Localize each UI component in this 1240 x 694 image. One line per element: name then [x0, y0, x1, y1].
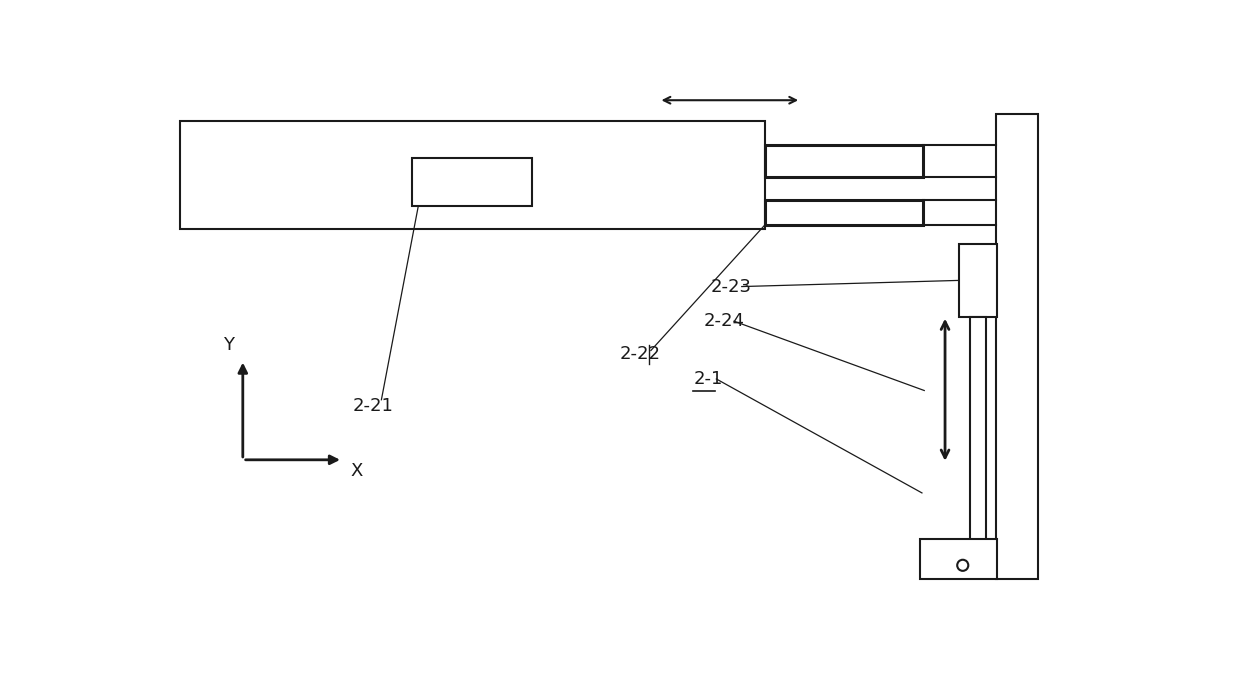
Text: 2-23: 2-23 [711, 278, 751, 296]
Bar [920, 539, 997, 579]
Bar [765, 201, 923, 225]
Text: 2-24: 2-24 [703, 312, 744, 330]
Bar [996, 114, 1038, 579]
Text: 2-21: 2-21 [352, 397, 393, 415]
Bar [765, 145, 923, 177]
Bar [180, 121, 765, 229]
Text: 2-22: 2-22 [620, 346, 661, 364]
Bar [971, 317, 986, 541]
Text: X: X [351, 462, 363, 480]
Bar [412, 158, 532, 205]
Text: Y: Y [223, 336, 234, 353]
Bar [959, 244, 997, 317]
Text: 2-1: 2-1 [693, 370, 723, 388]
